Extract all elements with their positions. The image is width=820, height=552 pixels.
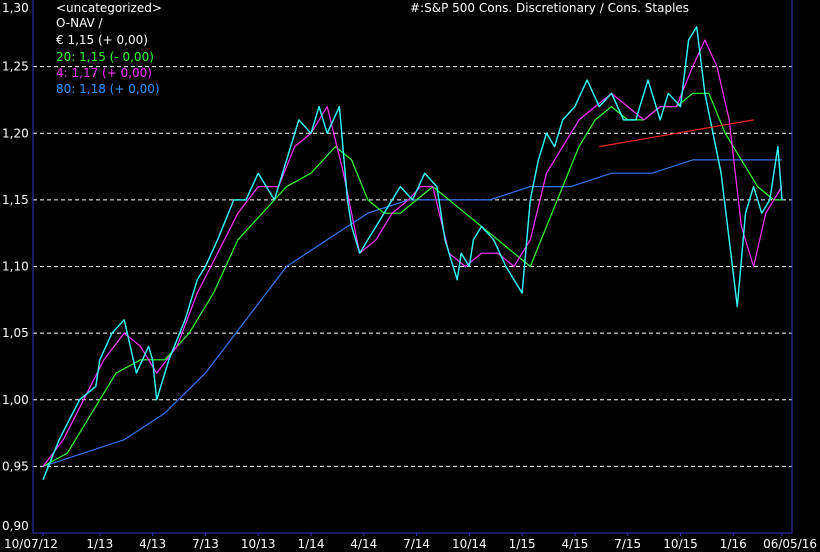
x-tick-label: 1/15: [509, 537, 536, 551]
y-tick-label: 1,20: [2, 126, 29, 140]
y-tick-label: 1,30: [2, 1, 29, 15]
x-axis: 10/07/12 1/13 4/13 7/13 10/13 1/14 4/14 7/14 10/…: [4, 533, 817, 551]
y-tick-label: 0,90: [2, 519, 29, 533]
y-tick-label: 0,95: [2, 459, 29, 473]
chart-title: #:S&P 500 Cons. Discretionary / Cons. St…: [410, 1, 689, 15]
series-layer: [42, 26, 783, 480]
x-tick-label: 10/07/12: [4, 537, 58, 551]
x-tick-label: 10/15: [663, 537, 698, 551]
series-line-ma4: [42, 39, 783, 467]
legend-ma4: 4: 1,17 (+ 0,00): [56, 66, 152, 80]
x-tick-label: 1/16: [720, 537, 747, 551]
x-tick-label: 4/15: [561, 537, 588, 551]
legend-price: € 1,15 (+ 0,00): [56, 33, 148, 47]
x-tick-label: 7/15: [614, 537, 641, 551]
legend-ma20: 20: 1,15 (- 0,00): [56, 50, 154, 64]
x-tick-label: 7/13: [192, 537, 219, 551]
y-tick-label: 1,25: [2, 60, 29, 74]
x-tick-label: 06/05/16: [763, 537, 817, 551]
x-tick-label: 4/13: [139, 537, 166, 551]
instrument-label: O-NAV /: [56, 16, 104, 30]
x-tick-label: 10/13: [241, 537, 276, 551]
series-line-trend: [599, 119, 754, 148]
series-line-ma20: [42, 92, 782, 467]
y-tick-label: 1,15: [2, 193, 29, 207]
y-axis: 1,30 1,25 1,20 1,15 1,10 1,05 1,00 0,95 0,90: [2, 1, 29, 533]
category-label: <uncategorized>: [56, 1, 162, 15]
x-tick-label: 7/14: [403, 537, 430, 551]
y-tick-label: 1,00: [2, 393, 29, 407]
x-tick-label: 4/14: [350, 537, 377, 551]
y-tick-label: 1,05: [2, 326, 29, 340]
x-tick-label: 1/13: [86, 537, 113, 551]
x-tick-label: 1/14: [298, 537, 325, 551]
series-line-ma80: [42, 159, 782, 467]
legend-ma80: 80: 1,18 (+ 0,00): [56, 82, 160, 96]
y-tick-label: 1,10: [2, 260, 29, 274]
x-tick-label: 10/14: [452, 537, 487, 551]
series-line-price: [42, 26, 783, 480]
